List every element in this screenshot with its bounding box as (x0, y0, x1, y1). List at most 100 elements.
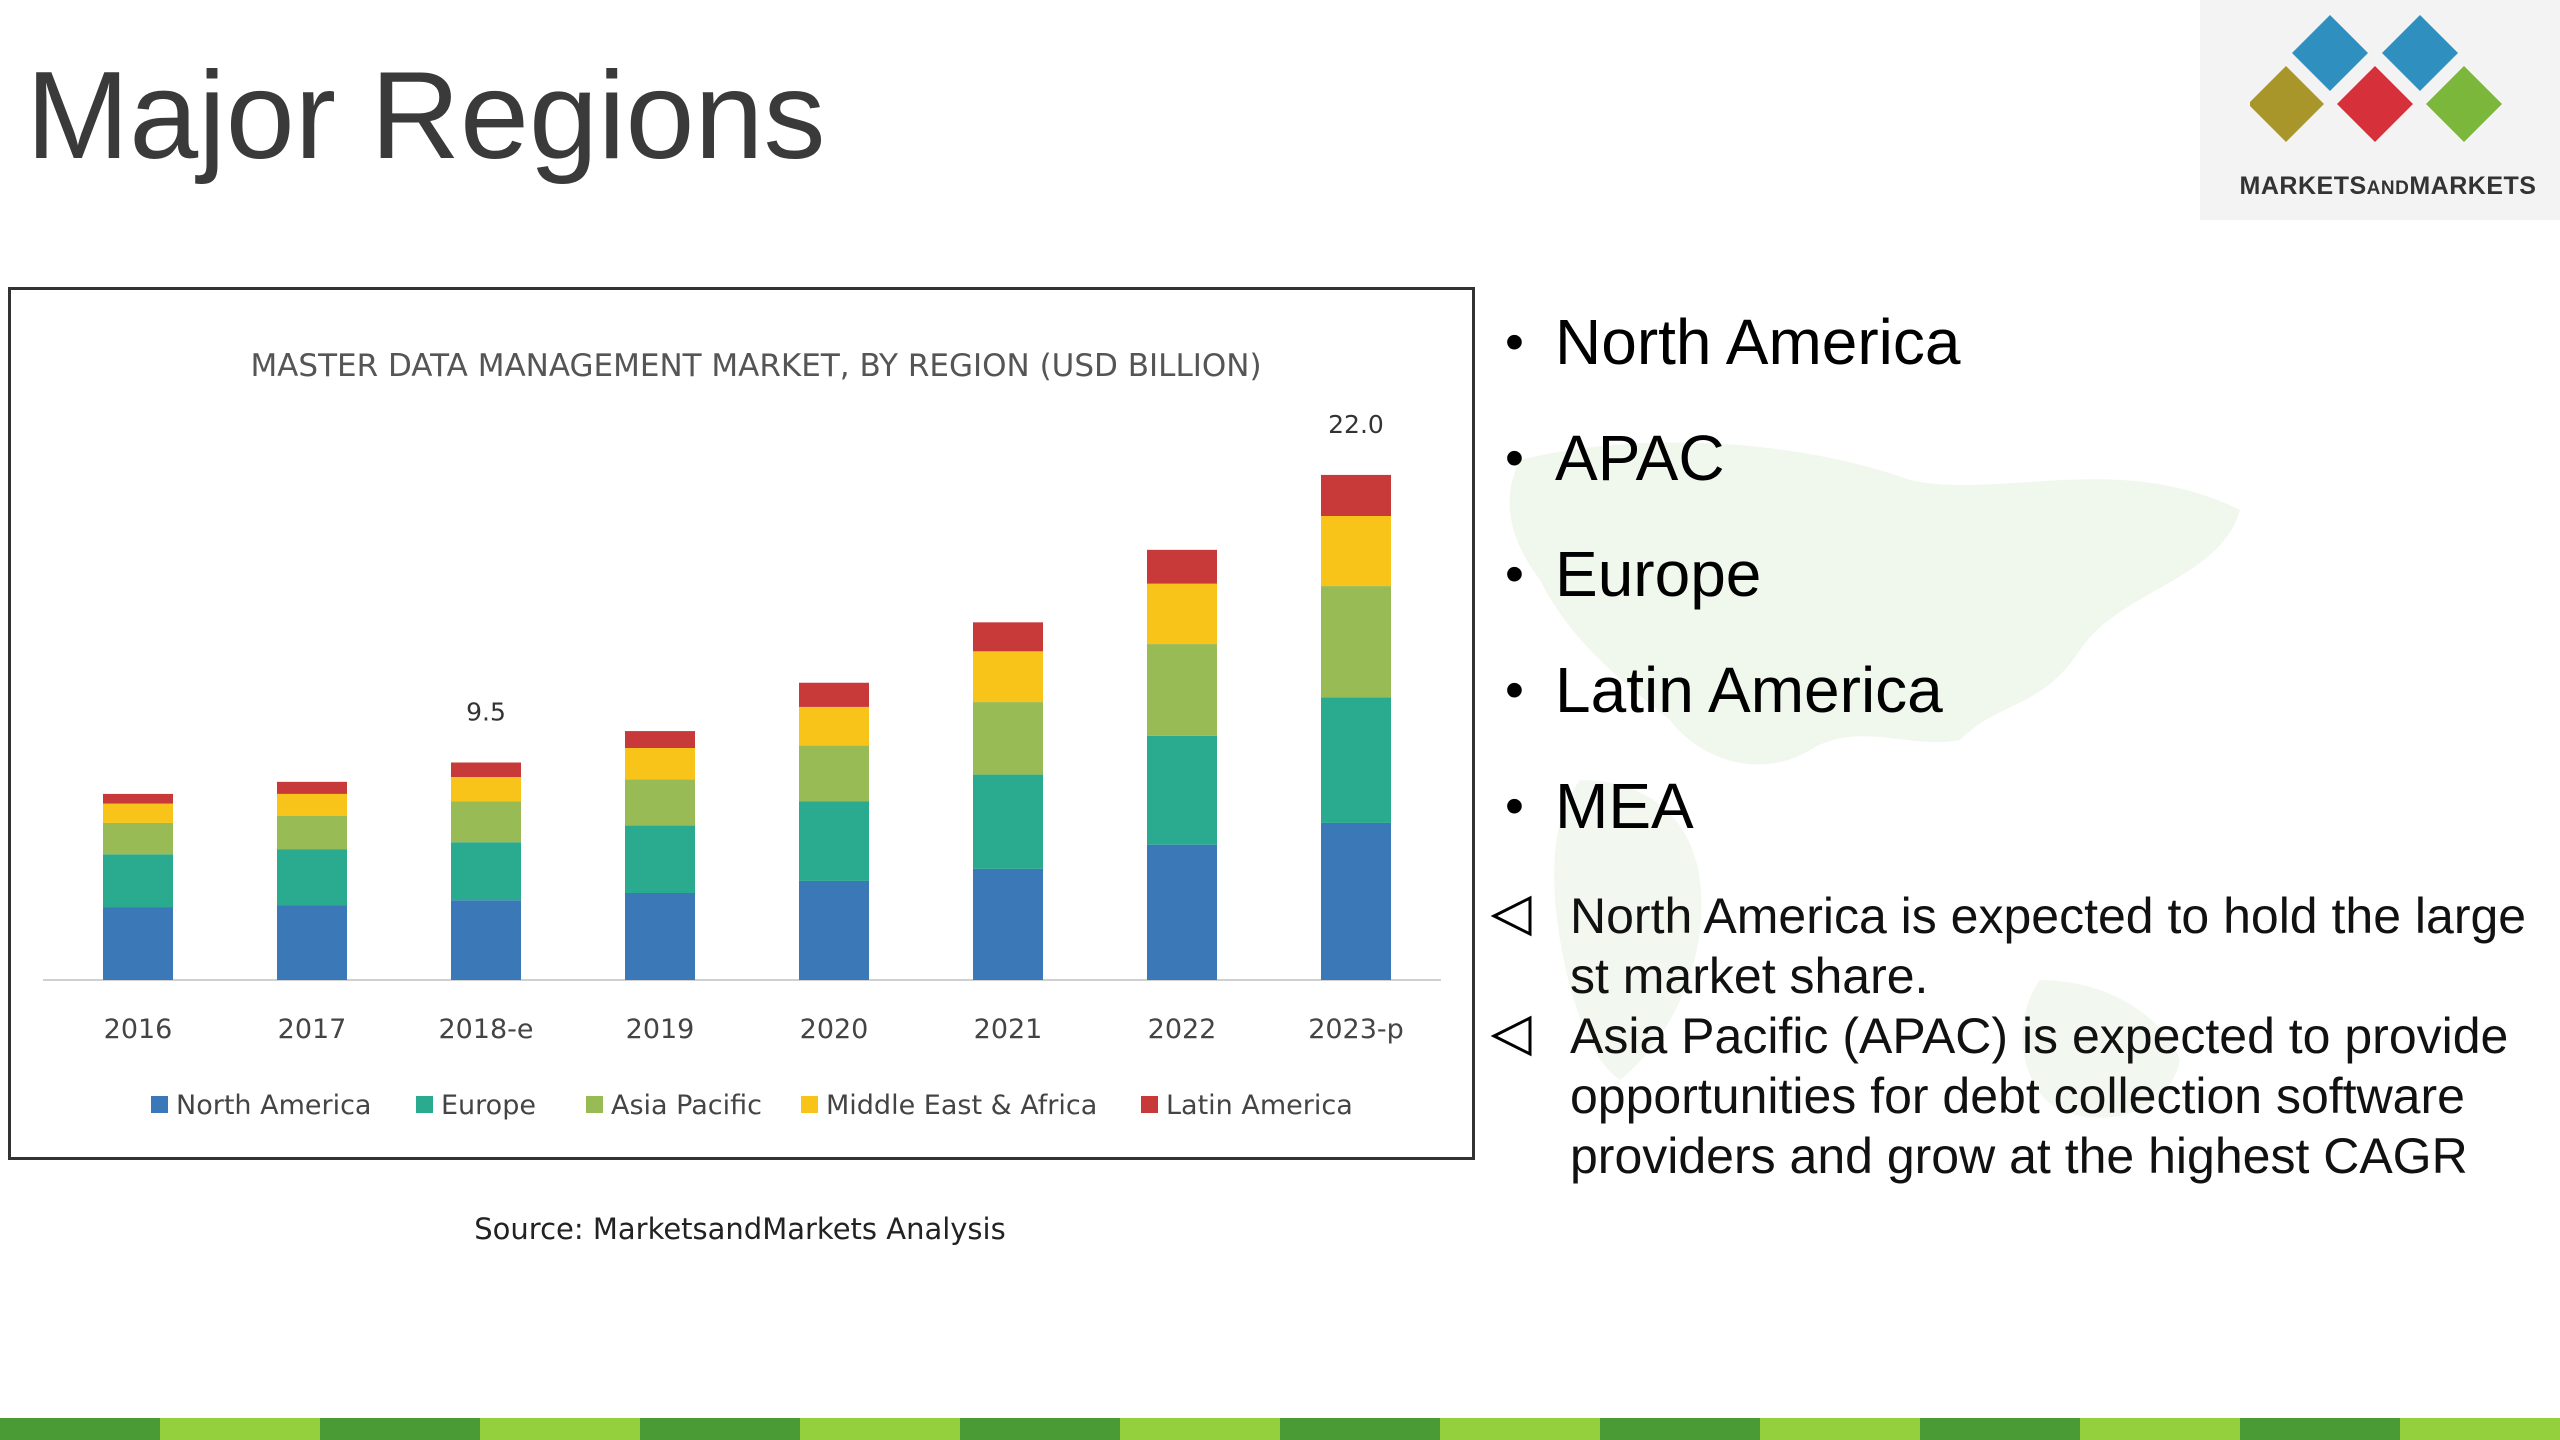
region-bullet-list: • North America • APAC • Europe • Latin Amer… (1505, 300, 1960, 880)
bullet-text: Europe (1555, 538, 1762, 610)
footer-segment (320, 1418, 480, 1440)
bar-segment (799, 745, 869, 802)
bar-segment (103, 793, 173, 804)
legend-swatch (801, 1096, 818, 1113)
legend-swatch (586, 1096, 603, 1113)
bullet-item: • MEA (1505, 764, 1960, 880)
x-tick-label: 2020 (800, 1014, 869, 1045)
bar-segment (1147, 844, 1217, 980)
data-label: 9.5 (466, 698, 506, 727)
footer-color-bar (0, 1418, 2560, 1440)
bar-segment (973, 774, 1043, 869)
footer-segment (960, 1418, 1120, 1440)
source-note: Source: MarketsandMarkets Analysis (474, 1212, 1006, 1246)
triangle-left-icon (1490, 1015, 1532, 1057)
legend-label: Europe (441, 1090, 536, 1121)
bar-segment (1321, 822, 1391, 980)
x-tick-label: 2017 (278, 1014, 347, 1045)
bullet-text: APAC (1555, 422, 1725, 494)
bullet-dot-icon: • (1505, 660, 1524, 720)
data-labels: 9.5 22.0 (466, 410, 1384, 727)
bar-segment (103, 854, 173, 908)
triangle-left-icon (1490, 895, 1532, 937)
company-logo: MARKETSANDMARKETS (2200, 0, 2560, 220)
note-text: North America is expected to hold the la… (1570, 888, 2527, 1004)
footer-segment (800, 1418, 960, 1440)
legend-swatch (416, 1096, 433, 1113)
data-label: 22.0 (1328, 410, 1384, 439)
x-tick-label: 2018-e (438, 1014, 533, 1045)
bar-segment (277, 793, 347, 816)
bar-segment (277, 905, 347, 980)
note-text: Asia Pacific (APAC) is expected to provi… (1570, 1008, 2509, 1184)
bar-segment (625, 779, 695, 826)
bar-segment (103, 803, 173, 823)
footer-segment (2080, 1418, 2240, 1440)
footer-segment (1920, 1418, 2080, 1440)
bar-segment (451, 842, 521, 901)
bar-segment (973, 651, 1043, 703)
footer-segment (0, 1418, 160, 1440)
bar-segment (1321, 586, 1391, 698)
bar-segment (625, 893, 695, 980)
footer-segment (1760, 1418, 1920, 1440)
bar-segment (103, 907, 173, 980)
bar-segment (277, 849, 347, 906)
footer-segment (2240, 1418, 2400, 1440)
bars-group (103, 474, 1391, 980)
note-item: Asia Pacific (APAC) is expected to provi… (1490, 1006, 2540, 1186)
bar-segment (451, 777, 521, 802)
footer-segment (1600, 1418, 1760, 1440)
legend-swatch (151, 1096, 168, 1113)
bar-segment (973, 868, 1043, 980)
x-tick-label: 2021 (974, 1014, 1043, 1045)
logo-diamonds-icon (2250, 15, 2502, 142)
bar-segment (625, 748, 695, 780)
bar-segment (799, 880, 869, 980)
legend-label: Asia Pacific (611, 1090, 762, 1121)
bullet-item: • Latin America (1505, 648, 1960, 764)
bar-segment (1147, 549, 1217, 584)
bar-segment (973, 702, 1043, 775)
bar-segment (799, 682, 869, 707)
bullet-item: • North America (1505, 300, 1960, 416)
legend-label: Latin America (1166, 1090, 1353, 1121)
x-tick-labels: 2016 2017 2018-e 2019 2020 2021 2022 2023-p (104, 1014, 1404, 1045)
slide-title: Major Regions (26, 47, 826, 185)
x-tick-label: 2016 (104, 1014, 173, 1045)
x-tick-label: 2022 (1148, 1014, 1217, 1045)
x-tick-label: 2019 (626, 1014, 695, 1045)
legend-label: Middle East & Africa (826, 1090, 1097, 1121)
bullet-dot-icon: • (1505, 428, 1524, 488)
footer-segment (2400, 1418, 2560, 1440)
bar-segment (625, 731, 695, 748)
bar-segment (1321, 697, 1391, 823)
bullet-text: North America (1555, 306, 1961, 378)
footer-segment (480, 1418, 640, 1440)
bullet-item: • Europe (1505, 532, 1960, 648)
stacked-bar-chart: MASTER DATA MANAGEMENT MARKET, BY REGION… (43, 348, 1441, 1121)
bullet-text: Latin America (1555, 654, 1943, 726)
bar-segment (451, 801, 521, 843)
bullet-dot-icon: • (1505, 312, 1524, 372)
bullet-dot-icon: • (1505, 776, 1524, 836)
bar-segment (625, 825, 695, 893)
logo-text: MARKETSANDMARKETS (2239, 172, 2537, 200)
bullet-item: • APAC (1505, 416, 1960, 532)
bullet-dot-icon: • (1505, 544, 1524, 604)
note-item: North America is expected to hold the la… (1490, 886, 2540, 1006)
bar-segment (1321, 474, 1391, 516)
x-tick-label: 2023-p (1308, 1014, 1404, 1045)
footer-segment (1440, 1418, 1600, 1440)
chart-title: MASTER DATA MANAGEMENT MARKET, BY REGION… (250, 348, 1261, 384)
bar-segment (1321, 516, 1391, 587)
footer-segment (1120, 1418, 1280, 1440)
legend: North America Europe Asia Pacific Middle Ea… (151, 1090, 1353, 1121)
bar-segment (277, 781, 347, 794)
bar-segment (451, 900, 521, 980)
bar-segment (451, 762, 521, 777)
bar-segment (973, 622, 1043, 652)
bar-segment (103, 822, 173, 855)
bar-segment (799, 706, 869, 746)
bar-segment (1147, 583, 1217, 645)
